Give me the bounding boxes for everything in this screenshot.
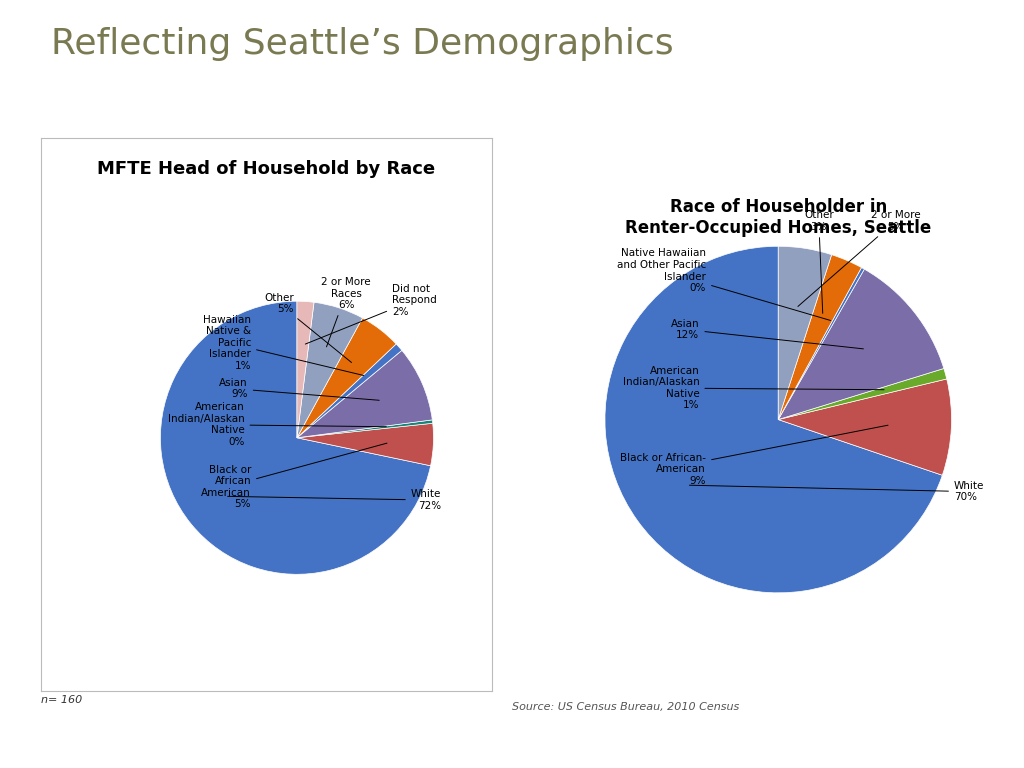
- Wedge shape: [161, 301, 431, 574]
- Text: Other
5%: Other 5%: [264, 293, 351, 362]
- Text: n= 160: n= 160: [41, 695, 82, 705]
- Text: Did not
Respond
2%: Did not Respond 2%: [305, 283, 437, 344]
- Text: 2 or More
Races
6%: 2 or More Races 6%: [322, 277, 371, 347]
- Wedge shape: [297, 420, 433, 438]
- Wedge shape: [297, 318, 396, 438]
- Text: Source: US Census Bureau, 2010 Census: Source: US Census Bureau, 2010 Census: [512, 703, 739, 713]
- Text: Race of Householder in
Renter-Occupied Homes, Seattle: Race of Householder in Renter-Occupied H…: [625, 197, 932, 237]
- Wedge shape: [778, 255, 861, 419]
- Text: 11: 11: [6, 94, 25, 106]
- Text: 2 or More
5%: 2 or More 5%: [798, 210, 921, 306]
- Wedge shape: [605, 247, 942, 593]
- Wedge shape: [778, 267, 864, 419]
- Text: MFTE Head of Household by Race: MFTE Head of Household by Race: [97, 161, 435, 178]
- Text: White
70%: White 70%: [689, 481, 984, 502]
- Text: American
Indian/Alaskan
Native
1%: American Indian/Alaskan Native 1%: [623, 366, 884, 410]
- Text: American
Indian/Alaskan
Native
0%: American Indian/Alaskan Native 0%: [168, 402, 386, 447]
- Text: Other
3%: Other 3%: [804, 210, 834, 313]
- Wedge shape: [778, 247, 831, 419]
- Wedge shape: [778, 369, 947, 419]
- Wedge shape: [297, 423, 433, 465]
- Wedge shape: [778, 269, 944, 419]
- Text: Black or African-
American
9%: Black or African- American 9%: [621, 425, 888, 485]
- Text: Hawaiian
Native &
Pacific
Islander
1%: Hawaiian Native & Pacific Islander 1%: [203, 315, 364, 376]
- Text: Asian
12%: Asian 12%: [671, 319, 863, 349]
- Text: Asian
9%: Asian 9%: [219, 378, 379, 400]
- Wedge shape: [778, 379, 951, 475]
- Text: Black or
African
American
5%: Black or African American 5%: [202, 443, 387, 509]
- Wedge shape: [297, 344, 401, 438]
- Wedge shape: [297, 350, 432, 438]
- Text: White
72%: White 72%: [227, 489, 441, 511]
- Wedge shape: [297, 303, 362, 438]
- Text: Reflecting Seattle’s Demographics: Reflecting Seattle’s Demographics: [51, 27, 674, 61]
- Text: Native Hawaiian
and Other Pacific
Islander
0%: Native Hawaiian and Other Pacific Island…: [616, 249, 830, 320]
- Wedge shape: [297, 301, 314, 438]
